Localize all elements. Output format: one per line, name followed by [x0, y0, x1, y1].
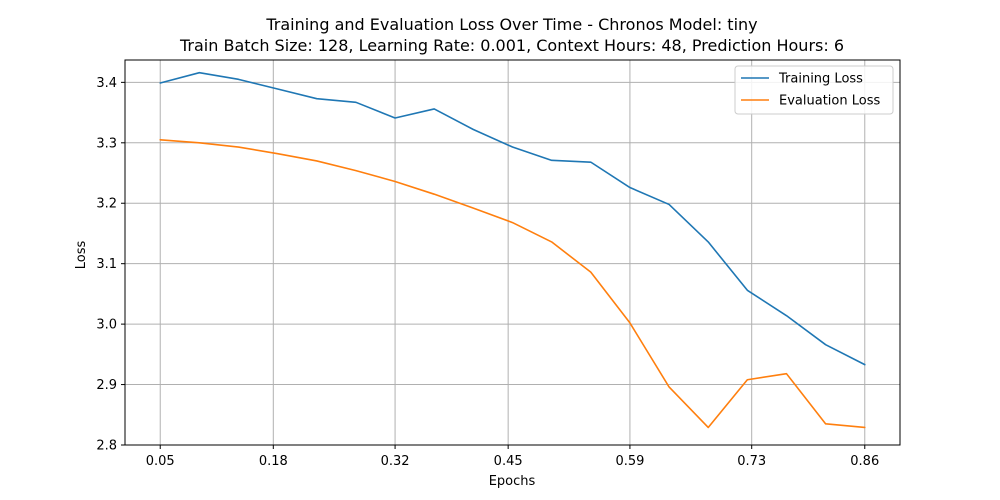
series-lines: [159, 71, 866, 429]
y-tick-label: 2.9: [96, 378, 117, 393]
x-tick-label: 0.73: [737, 454, 766, 469]
legend: Training Loss Evaluation Loss: [734, 65, 894, 115]
y-tick-label: 3.2: [96, 197, 117, 212]
plot-frame: [124, 59, 901, 446]
y-tick-label: 3.0: [96, 318, 117, 333]
axes: 0.05 0.18 0.32 0.45 0.59 0.73 0.86 2.8 2.9 3.0 3.1…: [96, 59, 901, 469]
y-tick-label: 3.4: [96, 76, 117, 91]
x-axis-label: Epochs: [489, 474, 536, 489]
legend-frame: [734, 65, 894, 115]
x-tick-label: 0.45: [494, 454, 523, 469]
series-line-training-loss: [159, 71, 866, 366]
x-tick-label: 0.18: [259, 454, 288, 469]
chart-subtitle: Train Batch Size: 128, Learning Rate: 0.…: [179, 36, 844, 55]
x-tick-label: 0.05: [146, 454, 175, 469]
grid-lines: [125, 60, 900, 446]
x-tick-label: 0.86: [850, 454, 879, 469]
y-tick-label: 2.8: [96, 439, 117, 454]
y-tick-label: 3.1: [96, 257, 117, 272]
series-line-evaluation-loss: [159, 138, 866, 429]
x-tick-label: 0.59: [615, 454, 644, 469]
legend-entry-label: Evaluation Loss: [779, 94, 880, 109]
y-axis-label: Loss: [74, 241, 89, 270]
chart-title: Training and Evaluation Loss Over Time -…: [265, 15, 757, 34]
y-tick-label: 3.3: [96, 136, 117, 151]
legend-entry-label: Training Loss: [778, 72, 863, 87]
x-tick-label: 0.32: [381, 454, 410, 469]
